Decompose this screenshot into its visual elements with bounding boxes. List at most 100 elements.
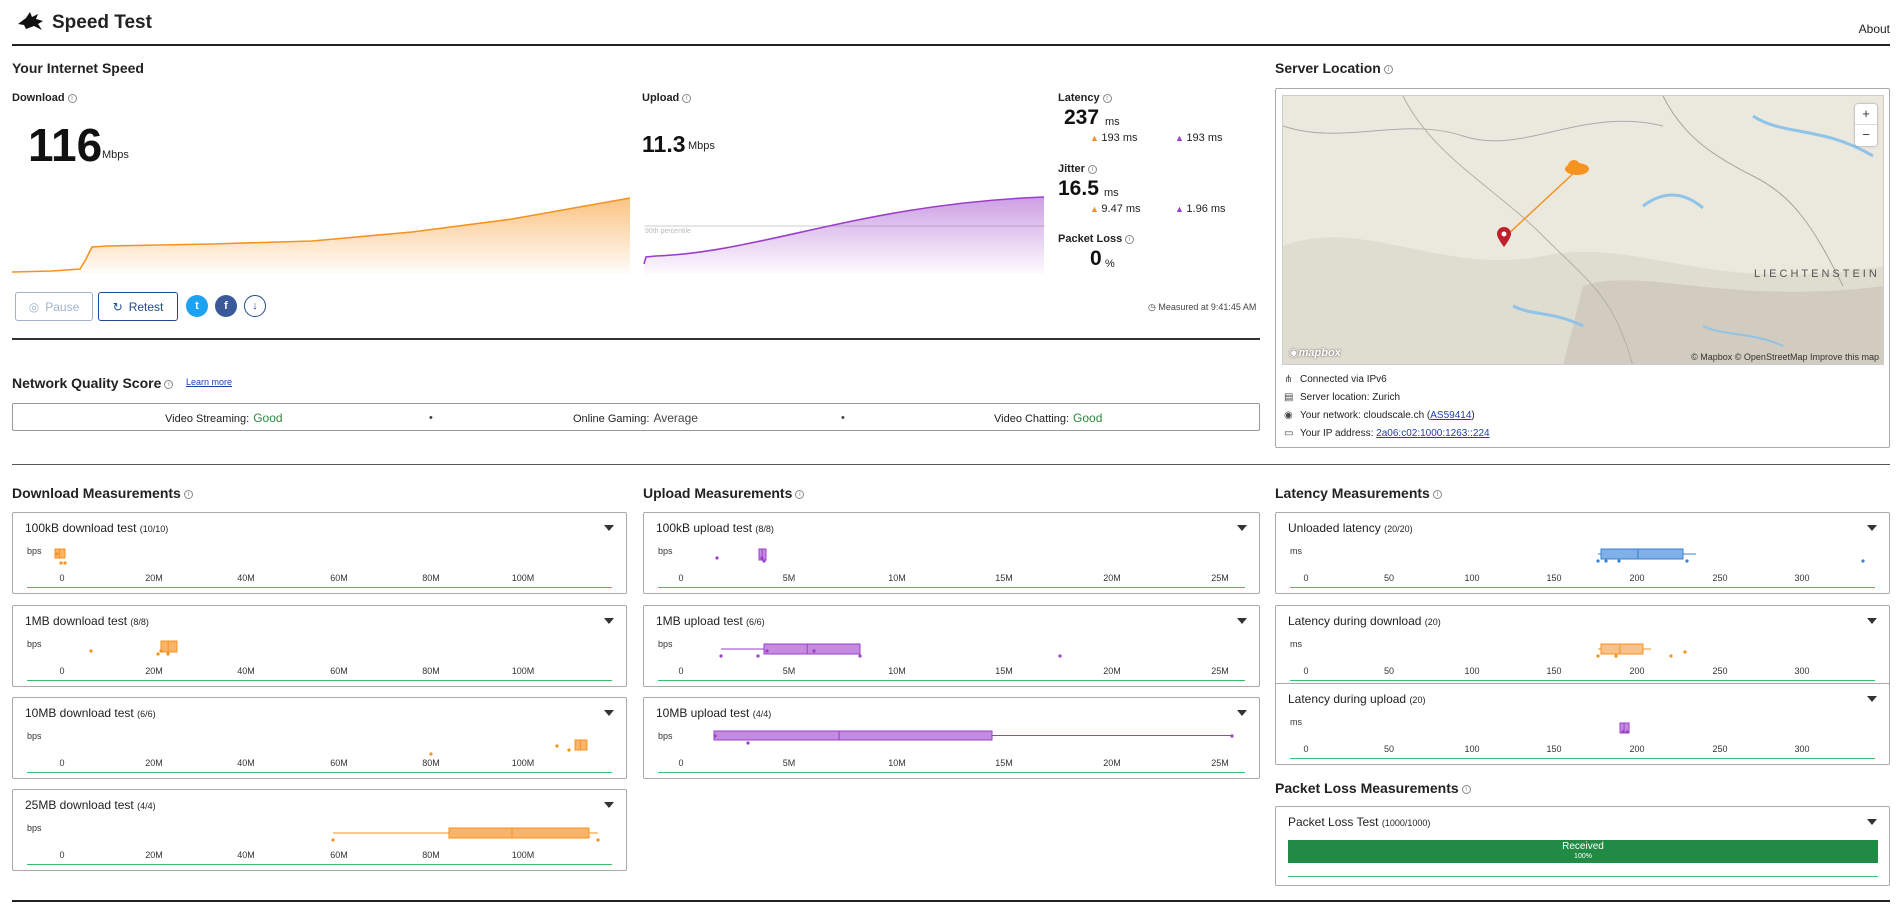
asn-link[interactable]: AS59414	[1430, 410, 1472, 421]
top-bar: Speed Test About	[12, 0, 1890, 46]
data-point	[756, 654, 760, 658]
chevron-down-icon[interactable]	[604, 710, 614, 716]
data-point	[1621, 730, 1625, 734]
chevron-down-icon[interactable]	[1237, 710, 1247, 716]
info-icon[interactable]: i	[1125, 234, 1135, 244]
data-point	[760, 556, 764, 560]
internet-speed-heading: Your Internet Speed	[12, 60, 144, 76]
chevron-down-icon[interactable]	[1867, 696, 1877, 702]
axis-tick-label: 60M	[330, 573, 348, 581]
twitter-share-icon[interactable]: t	[186, 295, 208, 317]
axis-tick-label: 0	[1303, 744, 1308, 752]
zoom-out-button[interactable]: −	[1862, 127, 1870, 142]
info-icon[interactable]: i	[183, 489, 193, 499]
data-point	[567, 748, 571, 752]
data-point	[166, 652, 170, 656]
card-title: Latency during upload (20)	[1288, 692, 1426, 706]
server-map[interactable]: + − LIECHTENSTEIN ◉mapbox © Mapbox © Ope…	[1282, 95, 1884, 365]
axis-tick-label: 300	[1794, 744, 1809, 752]
download-unit: Mbps	[102, 149, 129, 161]
chevron-down-icon[interactable]	[604, 618, 614, 624]
server-location-heading: Server Location i	[1275, 60, 1393, 76]
facebook-share-icon[interactable]: f	[215, 295, 237, 317]
nqs-heading: Network Quality Score i	[12, 375, 174, 391]
latency-value: 237	[1064, 106, 1100, 129]
latency-unit: ms	[1105, 116, 1120, 128]
unit-label: bps	[27, 823, 42, 833]
chevron-down-icon[interactable]	[1867, 819, 1877, 825]
measurement-card[interactable]: 25MB download test (4/4) bps 0 20M 40M 60M 80M…	[12, 789, 627, 871]
retest-button[interactable]: ↻ Retest	[98, 292, 178, 321]
info-icon[interactable]: i	[1087, 164, 1097, 174]
measurement-card[interactable]: Latency during download (20) ms 0 50 100 150 2…	[1275, 605, 1890, 687]
card-title: 100kB download test (10/10)	[25, 521, 169, 535]
nqs-box: Video Streaming: Good • Online Gaming: Ave…	[12, 403, 1260, 431]
map-credit[interactable]: © Mapbox © OpenStreetMap Improve this ma…	[1691, 352, 1879, 362]
chevron-down-icon[interactable]	[1237, 618, 1247, 624]
box	[448, 827, 590, 839]
data-point	[89, 649, 93, 653]
info-icon[interactable]: i	[164, 379, 174, 389]
measurement-card[interactable]: 100kB download test (10/10) bps 0 20M 40M 60M…	[12, 512, 627, 594]
box-plot: 0 5M 10M 15M 20M 25M	[678, 548, 1229, 581]
axis-tick-label: 40M	[237, 850, 255, 858]
data-point	[1596, 559, 1600, 563]
axis-tick-label: 50	[1384, 744, 1394, 752]
axis-tick-label: 5M	[783, 573, 796, 581]
info-icon[interactable]: i	[1102, 93, 1112, 103]
axis-tick-label: 0	[678, 758, 683, 766]
measurement-card[interactable]: 10MB upload test (4/4) bps 0 5M 10M 15M 20M 25M	[643, 697, 1260, 779]
chevron-down-icon[interactable]	[1867, 525, 1877, 531]
box-plot: 0 50 100 150 200 250 300	[1303, 722, 1810, 752]
baseline	[27, 772, 612, 773]
axis-tick-label: 50	[1384, 573, 1394, 581]
measurement-card[interactable]: Latency during upload (20) ms 0 50 100 150 200…	[1275, 683, 1890, 765]
card-title: 10MB upload test (4/4)	[656, 706, 772, 720]
jitter-download: ▲ 9.47 ms	[1090, 203, 1141, 215]
measurement-card[interactable]: 1MB download test (8/8) bps 0 20M 40M 60M 80M 1…	[12, 605, 627, 687]
box-plot: 0 50 100 150 200 250 300	[1303, 548, 1865, 581]
card-title: 25MB download test (4/4)	[25, 798, 156, 812]
axis-tick-label: 150	[1546, 744, 1561, 752]
network-icon: ⋔	[1284, 374, 1293, 385]
download-measurements-heading: Download Measurements i	[12, 485, 193, 501]
download-results-icon[interactable]: ↓	[244, 295, 266, 317]
axis-tick-label: 300	[1794, 573, 1809, 581]
ip-link[interactable]: 2a06:c02:1000:1263::224	[1376, 428, 1490, 439]
download-graph	[12, 197, 631, 274]
zoom-in-button[interactable]: +	[1855, 104, 1877, 125]
axis-tick-label: 100	[1464, 666, 1479, 674]
unit-label: bps	[27, 731, 42, 741]
info-icon[interactable]: i	[67, 93, 77, 103]
info-icon[interactable]: i	[1461, 784, 1471, 794]
pause-button[interactable]: ◎ Pause	[15, 292, 93, 321]
measurement-card[interactable]: 10MB download test (6/6) bps 0 20M 40M 60M 80M…	[12, 697, 627, 779]
data-point	[1685, 559, 1689, 563]
info-icon[interactable]: i	[1383, 64, 1393, 74]
measurement-card[interactable]: 100kB upload test (8/8) bps 0 5M 10M 15M 20M 25…	[643, 512, 1260, 594]
info-icon[interactable]: i	[1432, 489, 1442, 499]
axis-tick-label: 150	[1546, 573, 1561, 581]
measurement-card[interactable]: Unloaded latency (20/20) ms 0 50 100 150 200 25…	[1275, 512, 1890, 594]
axis-tick-label: 50	[1384, 666, 1394, 674]
separator-dot: •	[841, 412, 845, 424]
info-icon[interactable]: i	[795, 489, 805, 499]
chevron-down-icon[interactable]	[604, 802, 614, 808]
baseline	[1290, 587, 1875, 588]
axis-tick-label: 80M	[422, 758, 440, 766]
learn-more-link[interactable]: Learn more	[186, 377, 233, 387]
chevron-down-icon[interactable]	[604, 525, 614, 531]
axis-tick-label: 15M	[995, 758, 1013, 766]
chevron-down-icon[interactable]	[1237, 525, 1247, 531]
card-title: 10MB download test (6/6)	[25, 706, 156, 720]
data-point	[156, 652, 160, 656]
baseline	[27, 680, 612, 681]
data-point	[55, 552, 59, 556]
info-icon[interactable]: i	[682, 93, 692, 103]
location-pin-icon	[1497, 227, 1511, 247]
data-point	[1625, 730, 1629, 734]
about-link[interactable]: About	[1858, 22, 1890, 36]
measurement-card[interactable]: 1MB upload test (6/6) bps 0 5M 10M 15M 20M 25M	[643, 605, 1260, 687]
chevron-down-icon[interactable]	[1867, 618, 1877, 624]
data-point	[1683, 650, 1687, 654]
